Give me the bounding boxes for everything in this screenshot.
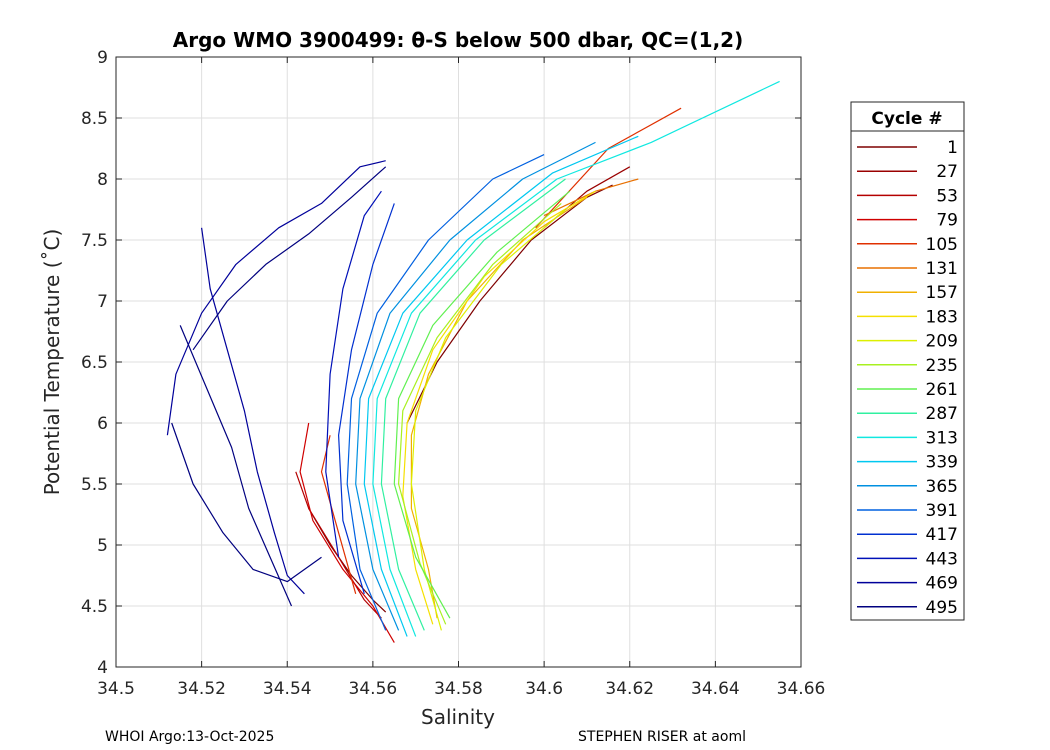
legend-label: 53 xyxy=(936,186,958,206)
y-tick-label: 5 xyxy=(97,536,108,556)
series-line-cycle-287 xyxy=(380,178,566,631)
series-line-cycle-495 xyxy=(179,325,293,607)
series-line-cycle-469 xyxy=(166,160,386,436)
y-tick-label: 6.5 xyxy=(81,353,108,373)
series-line-cycle-209 xyxy=(410,209,566,631)
legend-label: 313 xyxy=(926,428,958,448)
legend-label: 157 xyxy=(926,283,958,303)
y-tick-label: 8.5 xyxy=(81,109,108,129)
series-line-cycle-183 xyxy=(402,190,596,625)
legend-label: 469 xyxy=(926,574,958,594)
legend-label: 495 xyxy=(926,598,958,618)
series-line-cycle-443 xyxy=(325,190,382,558)
x-tick-label: 34.6 xyxy=(525,679,563,699)
legend: Cycle # 1 27 53 79 105 131 157 183 209 235 261 287 3… xyxy=(850,101,965,621)
legend-label: 235 xyxy=(926,356,958,376)
series-line-cycle-339 xyxy=(363,135,639,637)
legend-label: 391 xyxy=(926,501,958,521)
legend-label: 27 xyxy=(936,162,958,182)
legend-label: 365 xyxy=(926,477,958,497)
series-line-cycle-313 xyxy=(372,80,780,637)
y-axis-label: Potential Temperature (˚C) xyxy=(40,229,64,496)
series-line-cycle-391 xyxy=(346,154,545,631)
series-line-cycle-469 xyxy=(201,227,305,595)
legend-label: 1 xyxy=(947,138,958,158)
series-line-cycle-235 xyxy=(398,202,562,625)
y-tick-label: 6 xyxy=(97,414,108,434)
x-tick-label: 34.56 xyxy=(349,679,398,699)
legend-label: 183 xyxy=(926,307,958,327)
grid xyxy=(115,56,802,668)
y-tick-label: 7.5 xyxy=(81,231,108,251)
y-tick-label: 8 xyxy=(97,170,108,190)
legend-label: 79 xyxy=(936,211,958,231)
legend-label: 261 xyxy=(926,380,958,400)
data-series xyxy=(166,80,780,643)
x-tick-label: 34.52 xyxy=(177,679,226,699)
y-tick-label: 5.5 xyxy=(81,475,108,495)
legend-label: 443 xyxy=(926,549,958,569)
x-axis-label: Salinity xyxy=(421,705,495,729)
legend-entries: 1 27 53 79 105 131 157 183 209 235 261 287 313 339 365… xyxy=(857,138,958,618)
legend-label: 339 xyxy=(926,453,958,473)
y-tick-label: 4 xyxy=(97,658,108,678)
series-line-cycle-261 xyxy=(393,190,571,619)
series-line-cycle-495 xyxy=(171,422,322,583)
ticks: 34.5 34.52 34.54 34.56 34.58 34.6 34.62 34.64 34… xyxy=(81,48,825,699)
legend-label: 131 xyxy=(926,259,958,279)
footer-right: STEPHEN RISER at aoml xyxy=(578,729,746,745)
footer-left: WHOI Argo:13-Oct-2025 xyxy=(105,729,274,745)
x-tick-label: 34.64 xyxy=(691,679,740,699)
legend-label: 287 xyxy=(926,404,958,424)
series-line-cycle-79 xyxy=(299,422,395,643)
x-tick-label: 34.5 xyxy=(97,679,135,699)
legend-label: 209 xyxy=(926,332,958,352)
y-tick-label: 9 xyxy=(97,48,108,68)
y-tick-label: 7 xyxy=(97,292,108,312)
legend-label: 105 xyxy=(926,235,958,255)
x-tick-label: 34.54 xyxy=(263,679,312,699)
x-tick-label: 34.58 xyxy=(434,679,483,699)
series-line-cycle-365 xyxy=(355,141,596,631)
y-tick-label: 4.5 xyxy=(81,597,108,617)
series-line-cycle-495 xyxy=(192,166,387,351)
series-line-cycle-417 xyxy=(338,203,395,594)
x-tick-label: 34.66 xyxy=(777,679,826,699)
x-tick-label: 34.62 xyxy=(605,679,654,699)
chart-title: Argo WMO 3900499: θ-S below 500 dbar, QC… xyxy=(173,28,743,52)
legend-label: 417 xyxy=(926,525,958,545)
legend-title: Cycle # xyxy=(871,109,942,129)
